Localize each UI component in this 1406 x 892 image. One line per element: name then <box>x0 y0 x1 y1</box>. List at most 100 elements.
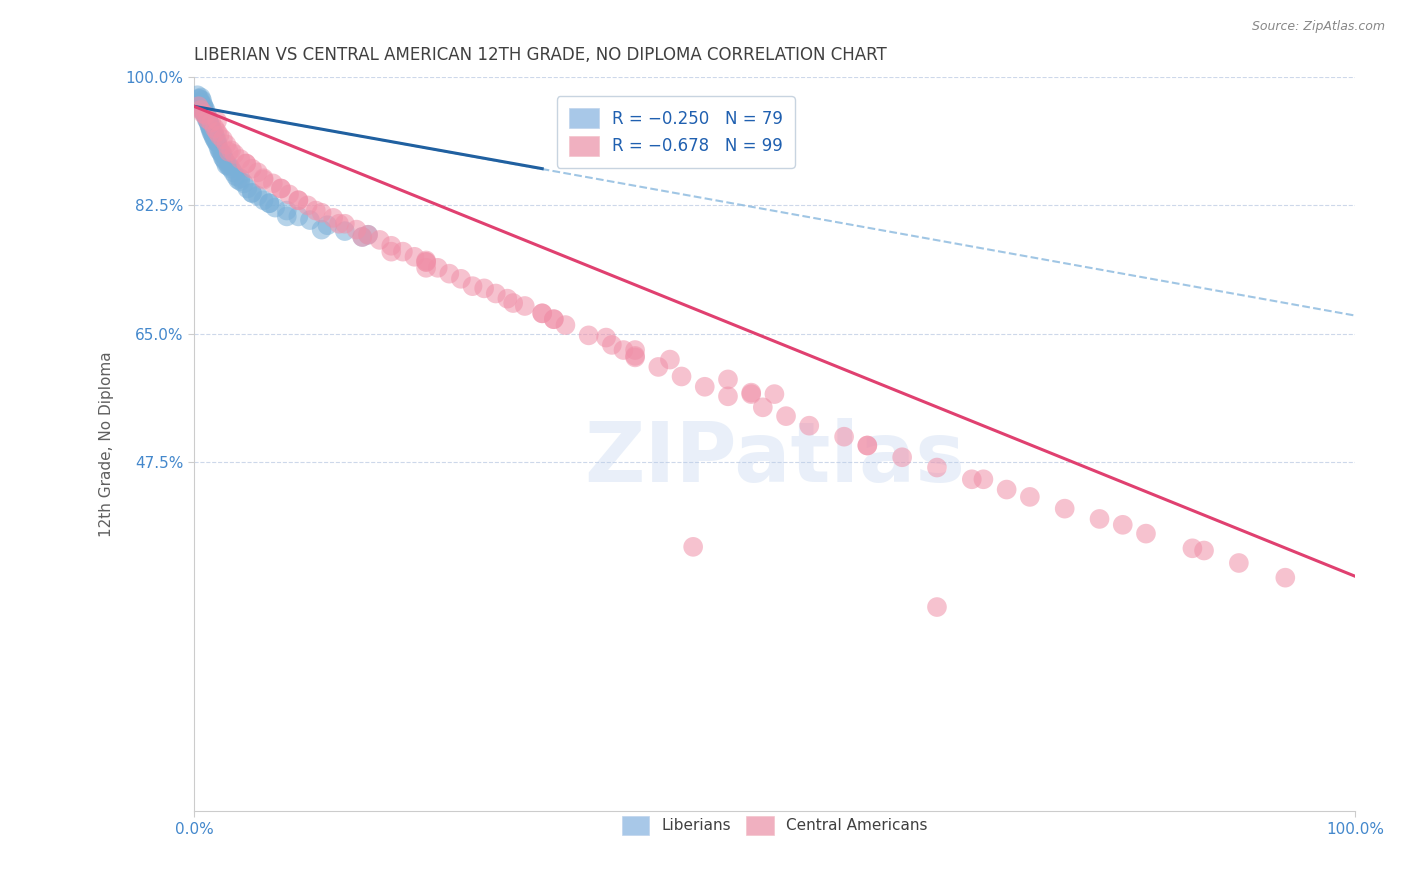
Point <box>276 210 298 224</box>
Point <box>763 387 786 401</box>
Point <box>717 372 740 386</box>
Point <box>198 115 221 129</box>
Point <box>198 118 221 132</box>
Point <box>197 112 219 127</box>
Point <box>352 230 374 244</box>
Point <box>1135 526 1157 541</box>
Point <box>195 110 218 124</box>
Point <box>311 222 333 236</box>
Point <box>404 250 426 264</box>
Point <box>531 306 554 320</box>
Point <box>278 187 301 202</box>
Point <box>246 165 269 179</box>
Point <box>205 136 228 150</box>
Point <box>972 472 994 486</box>
Point <box>222 165 245 179</box>
Point <box>543 312 565 326</box>
Point <box>513 299 536 313</box>
Point <box>352 230 374 244</box>
Point <box>224 147 246 161</box>
Point <box>252 171 274 186</box>
Point <box>202 128 225 143</box>
Point <box>235 156 257 170</box>
Point <box>201 122 224 136</box>
Point <box>205 125 228 139</box>
Point <box>204 128 226 143</box>
Point <box>259 196 281 211</box>
Point <box>1181 541 1204 556</box>
Point <box>200 122 222 136</box>
Point <box>1227 556 1250 570</box>
Point <box>191 101 214 115</box>
Point <box>624 343 647 357</box>
Point <box>298 213 321 227</box>
Point <box>204 128 226 143</box>
Point <box>717 389 740 403</box>
Point <box>346 222 368 236</box>
Point <box>595 330 617 344</box>
Point <box>322 211 344 225</box>
Point <box>209 145 232 159</box>
Point <box>297 198 319 212</box>
Point <box>624 349 647 363</box>
Point <box>200 121 222 136</box>
Point <box>240 161 263 176</box>
Point <box>232 177 254 191</box>
Point <box>368 233 391 247</box>
Point <box>799 418 821 433</box>
Point <box>205 135 228 149</box>
Point <box>925 460 948 475</box>
Point <box>201 127 224 141</box>
Point <box>1088 512 1111 526</box>
Point <box>262 177 284 191</box>
Point <box>218 158 240 172</box>
Point <box>198 118 221 132</box>
Point <box>197 112 219 127</box>
Point <box>193 106 215 120</box>
Point <box>658 352 681 367</box>
Point <box>856 438 879 452</box>
Point <box>197 110 219 124</box>
Point <box>194 108 217 122</box>
Point <box>357 227 380 242</box>
Point <box>270 181 292 195</box>
Point <box>960 472 983 486</box>
Point <box>485 286 508 301</box>
Point <box>612 343 634 357</box>
Point <box>193 105 215 120</box>
Point <box>219 144 242 158</box>
Point <box>205 114 228 128</box>
Point <box>856 438 879 452</box>
Point <box>204 132 226 146</box>
Point <box>208 144 231 158</box>
Point <box>190 95 212 110</box>
Point <box>682 540 704 554</box>
Point <box>188 92 211 106</box>
Point <box>190 90 212 104</box>
Point <box>246 189 269 203</box>
Point <box>752 401 775 415</box>
Point <box>229 152 252 166</box>
Point <box>925 600 948 615</box>
Point <box>212 132 235 146</box>
Point <box>219 161 242 176</box>
Point <box>214 154 236 169</box>
Point <box>235 156 257 170</box>
Point <box>193 101 215 115</box>
Point <box>187 99 209 113</box>
Point <box>193 106 215 120</box>
Point <box>188 95 211 110</box>
Point <box>600 338 623 352</box>
Point <box>472 281 495 295</box>
Point <box>252 193 274 207</box>
Point <box>1112 517 1135 532</box>
Point <box>502 296 524 310</box>
Point <box>218 160 240 174</box>
Point <box>191 94 214 108</box>
Point <box>212 152 235 166</box>
Point <box>194 106 217 120</box>
Point <box>191 103 214 117</box>
Point <box>195 108 218 122</box>
Point <box>204 121 226 136</box>
Point <box>415 253 437 268</box>
